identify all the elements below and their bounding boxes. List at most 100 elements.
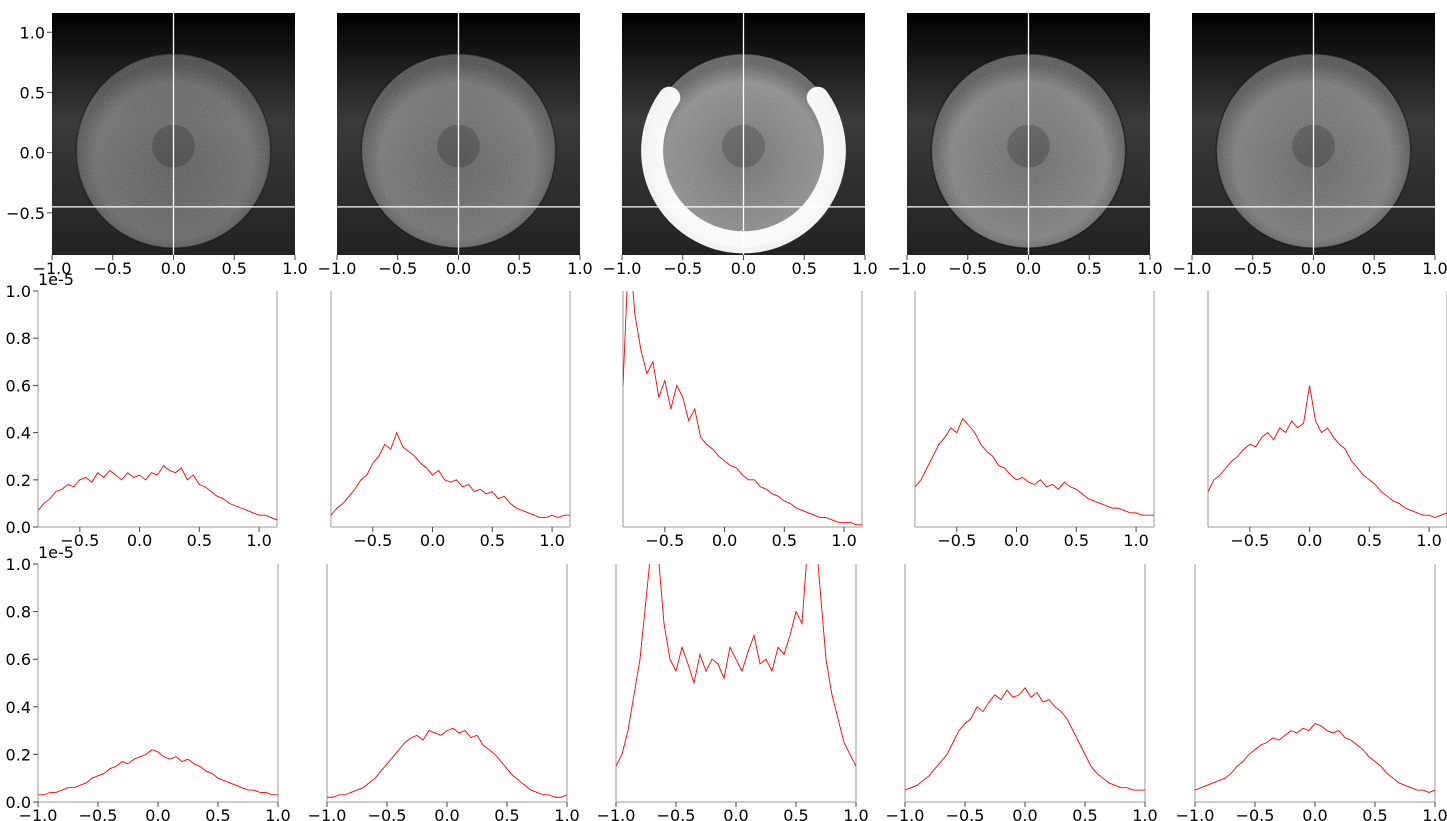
x-tick-label: 1.0 [539,531,564,550]
x-tick-label: 0.5 [480,531,505,550]
image-panel: −1.0 −0.5 0.0 0.5 1.0 [888,13,1163,278]
x-tick-label: −0.5 [937,531,976,550]
profile-panel: 1e-5 −0.5 0.0 0.5 1.0 0.0 0.2 0.4 0.6 0.8 1.0 [6,270,278,550]
profile-line [331,431,570,519]
x-tick-label: 0.5 [772,531,797,550]
x-tick-label: −0.5 [1236,806,1275,821]
y-tick-label: 0.2 [6,745,31,764]
image-panel: −1.0 −0.5 0.0 0.5 1.0 [1173,13,1447,278]
x-tick-label: 1.0 [843,806,868,821]
y-tick-label: 1.0 [20,23,45,42]
x-tick-label: −1.0 [33,259,72,278]
profile-panel: −0.5 0.0 0.5 1.0 [622,291,863,550]
profile-panel: −0.5 0.0 0.5 1.0 [330,291,571,550]
x-tick-label: −0.5 [948,259,987,278]
x-tick-label: 0.5 [222,259,247,278]
profile-line [38,749,278,796]
x-tick-label: 0.5 [783,806,808,821]
x-tick-label: −1.0 [1176,806,1215,821]
x-tick-label: −0.5 [60,531,99,550]
x-tick-label: 0.0 [446,259,471,278]
y-tick-label: 1.0 [6,555,31,574]
image [907,13,1150,255]
x-tick-label: 0.0 [731,259,756,278]
x-tick-label: 1.0 [1137,259,1162,278]
x-tick-label: −1.0 [318,259,357,278]
x-tick-label: 0.0 [712,531,737,550]
x-tick-label: 0.5 [1362,259,1387,278]
y-tick-label: 0.5 [20,83,45,102]
x-tick-label: 0.5 [1357,531,1382,550]
x-tick-label: −1.0 [597,806,636,821]
y-tick-label: 0.4 [6,424,31,443]
x-tick-label: 0.0 [1004,531,1029,550]
y-tick-label: 0.4 [6,698,31,717]
x-tick-label: 0.0 [420,531,445,550]
x-tick-label: 1.0 [282,259,307,278]
image [337,13,580,255]
x-tick-label: 0.0 [145,806,170,821]
profile-panel: −1.0 −0.5 0.0 0.5 1.0 [1176,564,1447,821]
y-tick-label: 0.0 [6,518,31,537]
x-tick-label: −0.5 [79,806,118,821]
image [1192,13,1435,255]
profile-panel: −1.0 −0.5 0.0 0.5 1.0 [886,564,1158,821]
image-panel: −1.0 −0.5 0.0 0.5 1.0 [603,13,878,278]
x-tick-label: −0.5 [663,259,702,278]
image [52,13,295,255]
x-tick-label: 0.5 [494,806,519,821]
y-tick-label: 0.8 [6,329,31,348]
image-panel: −1.0 −0.5 0.0 0.5 1.0 [318,13,593,278]
profile-panel: −0.5 0.0 0.5 1.0 [1207,291,1447,550]
image-panel: −1.0 −0.5 0.0 0.5 1.0 1.0 0.5 0.0 −0.5 [6,13,308,278]
x-tick-label: −0.5 [353,531,392,550]
x-tick-label: 1.0 [1422,806,1447,821]
x-tick-label: −0.5 [1230,531,1269,550]
x-tick-label: 1.0 [852,259,877,278]
profile-line [905,686,1145,791]
x-tick-label: 0.0 [1012,806,1037,821]
x-tick-label: −0.5 [1233,259,1272,278]
x-tick-label: 0.0 [1297,531,1322,550]
x-tick-label: 1.0 [1123,531,1148,550]
profile-panel: −0.5 0.0 0.5 1.0 [914,291,1155,550]
profile-panel: 1e-5 −1.0 −0.5 0.0 0.5 1.0 0.0 0.2 0.4 0.6 0.8 1.0 [6,543,291,821]
image [622,13,865,255]
y-tick-label: 0.0 [6,793,31,812]
x-tick-label: 0.0 [1301,259,1326,278]
profile-line [616,564,856,767]
y-tick-label: −0.5 [6,204,45,223]
x-tick-label: −1.0 [19,806,58,821]
y-tick-label: 0.6 [6,650,31,669]
y-tick-label: 0.2 [6,471,31,490]
x-tick-label: 0.5 [1072,806,1097,821]
y-tick-label: 0.6 [6,376,31,395]
profile-line [1208,385,1447,519]
profile-line [623,291,862,526]
x-tick-label: −0.5 [368,806,407,821]
x-tick-label: 1.0 [265,806,290,821]
x-tick-label: −0.5 [946,806,985,821]
x-tick-label: 0.0 [127,531,152,550]
x-tick-label: 0.0 [161,259,186,278]
profile-line [1195,722,1435,793]
y-tick-label: 0.8 [6,603,31,622]
x-tick-label: 0.5 [205,806,230,821]
x-tick-label: 0.0 [434,806,459,821]
x-tick-label: 1.0 [1422,259,1447,278]
x-tick-label: −0.5 [657,806,696,821]
x-tick-label: 1.0 [1416,531,1441,550]
y-tick-label: 0.0 [20,144,45,163]
x-tick-label: −1.0 [888,259,927,278]
x-tick-label: −1.0 [886,806,925,821]
x-tick-label: −0.5 [645,531,684,550]
x-tick-label: −1.0 [603,259,642,278]
x-tick-label: 0.5 [1064,531,1089,550]
x-tick-label: 0.5 [792,259,817,278]
axis-offset-label: 1e-5 [38,270,74,289]
x-tick-label: 0.5 [187,531,212,550]
x-tick-label: 1.0 [831,531,856,550]
x-tick-label: 0.0 [1302,806,1327,821]
profile-line [915,417,1154,516]
